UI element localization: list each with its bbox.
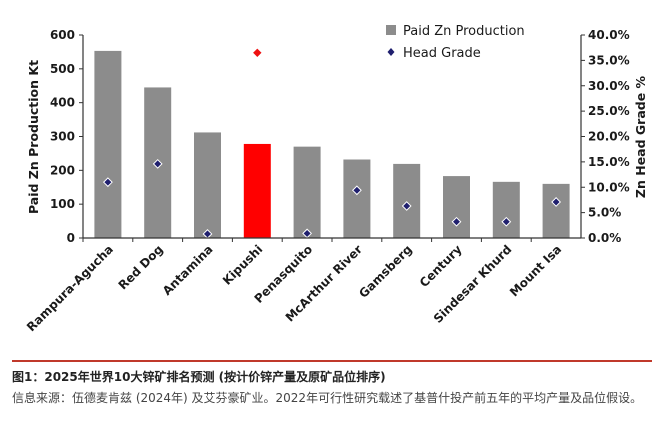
right-tick-label: 10.0% xyxy=(588,180,630,194)
category-label: Century xyxy=(417,242,465,290)
right-tick-label: 25.0% xyxy=(588,104,630,118)
caption-divider xyxy=(12,360,652,362)
bar-8 xyxy=(492,181,520,238)
bar-2 xyxy=(194,132,221,238)
legend-marker-swatch xyxy=(387,48,395,56)
right-tick-label: 40.0% xyxy=(588,28,630,42)
bar-4 xyxy=(293,146,321,238)
legend-bar-label: Paid Zn Production xyxy=(403,24,525,39)
grade-marker-3 xyxy=(253,48,262,57)
grade-marker-8 xyxy=(501,216,512,227)
grade-marker-7 xyxy=(451,216,462,227)
grade-marker-9 xyxy=(551,197,562,207)
grade-marker-6 xyxy=(401,201,412,211)
left-tick-label: 600 xyxy=(50,28,75,42)
right-tick-label: 35.0% xyxy=(588,53,630,67)
figure-caption: 图1：2025年世界10大锌矿排名预测 (按计价锌产量及原矿品位排序) 信息来源… xyxy=(12,360,652,408)
category-label: Gamsberg xyxy=(356,242,415,301)
left-tick-label: 400 xyxy=(50,96,75,110)
right-tick-label: 20.0% xyxy=(588,130,630,144)
left-tick-label: 500 xyxy=(50,62,75,76)
right-tick-label: 0.0% xyxy=(588,231,621,245)
bar-9 xyxy=(542,183,570,238)
caption-source: 信息来源：伍德麦肯兹 (2024年) 及艾芬豪矿业。2022年可行性研究载述了基… xyxy=(12,391,643,405)
bar-7 xyxy=(443,176,470,238)
left-tick-label: 200 xyxy=(50,163,75,177)
right-axis-title: Zn Head Grade % xyxy=(633,75,648,198)
plot-area xyxy=(94,48,570,239)
grade-marker-1 xyxy=(152,158,163,169)
category-label: Mount Isa xyxy=(507,242,564,299)
bar-0 xyxy=(94,50,122,238)
chart: 0 100 200 300 400 500 600 0.0% 5.0% 10.0% 15.0% 20… xyxy=(24,24,648,334)
right-tick-label: 5.0% xyxy=(588,206,621,220)
category-label: Rampura-Agucha xyxy=(24,242,116,334)
legend: Paid Zn Production Head Grade xyxy=(386,24,525,61)
left-tick-label: 0 xyxy=(67,231,75,245)
legend-bar-swatch xyxy=(386,25,396,35)
right-axis: 0.0% 5.0% 10.0% 15.0% 20.0% 25.0% 30.0% 35.0% 40… xyxy=(580,28,630,245)
left-tick-label: 300 xyxy=(50,130,75,144)
left-tick-label: 100 xyxy=(50,197,75,211)
grade-marker-0 xyxy=(102,177,113,188)
caption-title: 图1：2025年世界10大锌矿排名预测 (按计价锌产量及原矿品位排序) xyxy=(12,370,386,384)
bar-6 xyxy=(393,163,421,238)
category-label: Red Dog xyxy=(116,242,166,292)
right-tick-label: 15.0% xyxy=(588,155,630,169)
bar-3 xyxy=(243,143,271,238)
right-tick-label: 30.0% xyxy=(588,79,630,93)
left-axis: 0 100 200 300 400 500 600 xyxy=(50,28,84,245)
left-axis-title: Paid Zn Production Kt xyxy=(26,60,41,214)
bar-5 xyxy=(343,159,371,238)
grade-marker-5 xyxy=(351,185,362,196)
category-label: Kipushi xyxy=(220,242,265,287)
category-label: Antamina xyxy=(160,242,216,298)
legend-marker-label: Head Grade xyxy=(403,46,481,61)
